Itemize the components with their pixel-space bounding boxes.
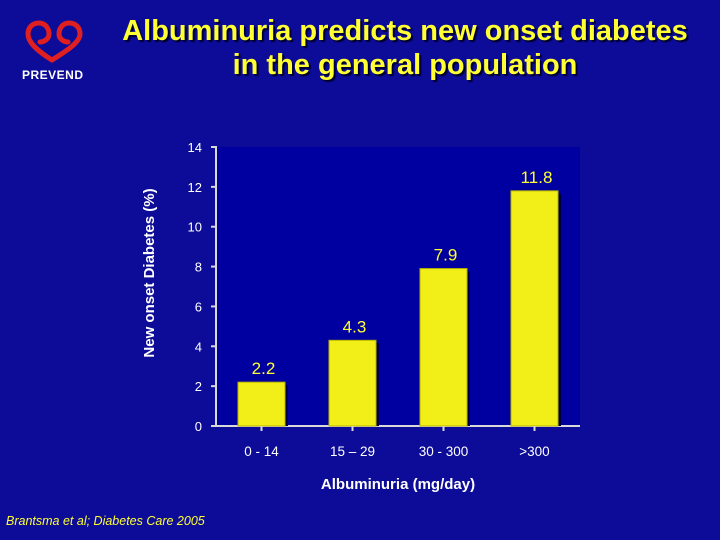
y-axis-label: New onset Diabetes (%) xyxy=(141,188,158,357)
x-tick-label: >300 xyxy=(519,444,549,459)
y-tick-label: 8 xyxy=(195,260,202,275)
bar-value-label: 7.9 xyxy=(434,246,458,265)
bar xyxy=(510,190,559,427)
bar xyxy=(237,381,286,427)
page-title: Albuminuria predicts new onset diabetes … xyxy=(105,14,705,82)
y-tick-label: 2 xyxy=(195,379,202,394)
bar-value-label: 11.8 xyxy=(521,168,553,187)
y-tick-label: 12 xyxy=(188,180,202,195)
x-axis-label: Albuminuria (mg/day) xyxy=(321,476,475,493)
y-tick-label: 0 xyxy=(195,419,202,434)
x-tick-label: 30 - 300 xyxy=(419,444,469,459)
y-tick-label: 10 xyxy=(188,220,202,235)
bar-value-label: 4.3 xyxy=(343,317,367,336)
y-tick-label: 4 xyxy=(195,339,202,354)
citation: Brantsma et al; Diabetes Care 2005 xyxy=(6,514,205,528)
y-tick-label: 6 xyxy=(195,299,202,314)
y-tick-label: 14 xyxy=(188,140,202,155)
title-line-2: in the general population xyxy=(232,49,578,81)
bar xyxy=(328,339,377,427)
brand-label: PREVEND xyxy=(22,68,84,82)
x-tick-label: 0 - 14 xyxy=(244,444,279,459)
bar-value-label: 2.2 xyxy=(252,359,276,378)
prevend-logo-icon xyxy=(25,20,83,63)
title-line-1: Albuminuria predicts new onset diabetes xyxy=(122,15,688,47)
bar xyxy=(419,268,468,427)
x-tick-label: 15 – 29 xyxy=(330,444,375,459)
